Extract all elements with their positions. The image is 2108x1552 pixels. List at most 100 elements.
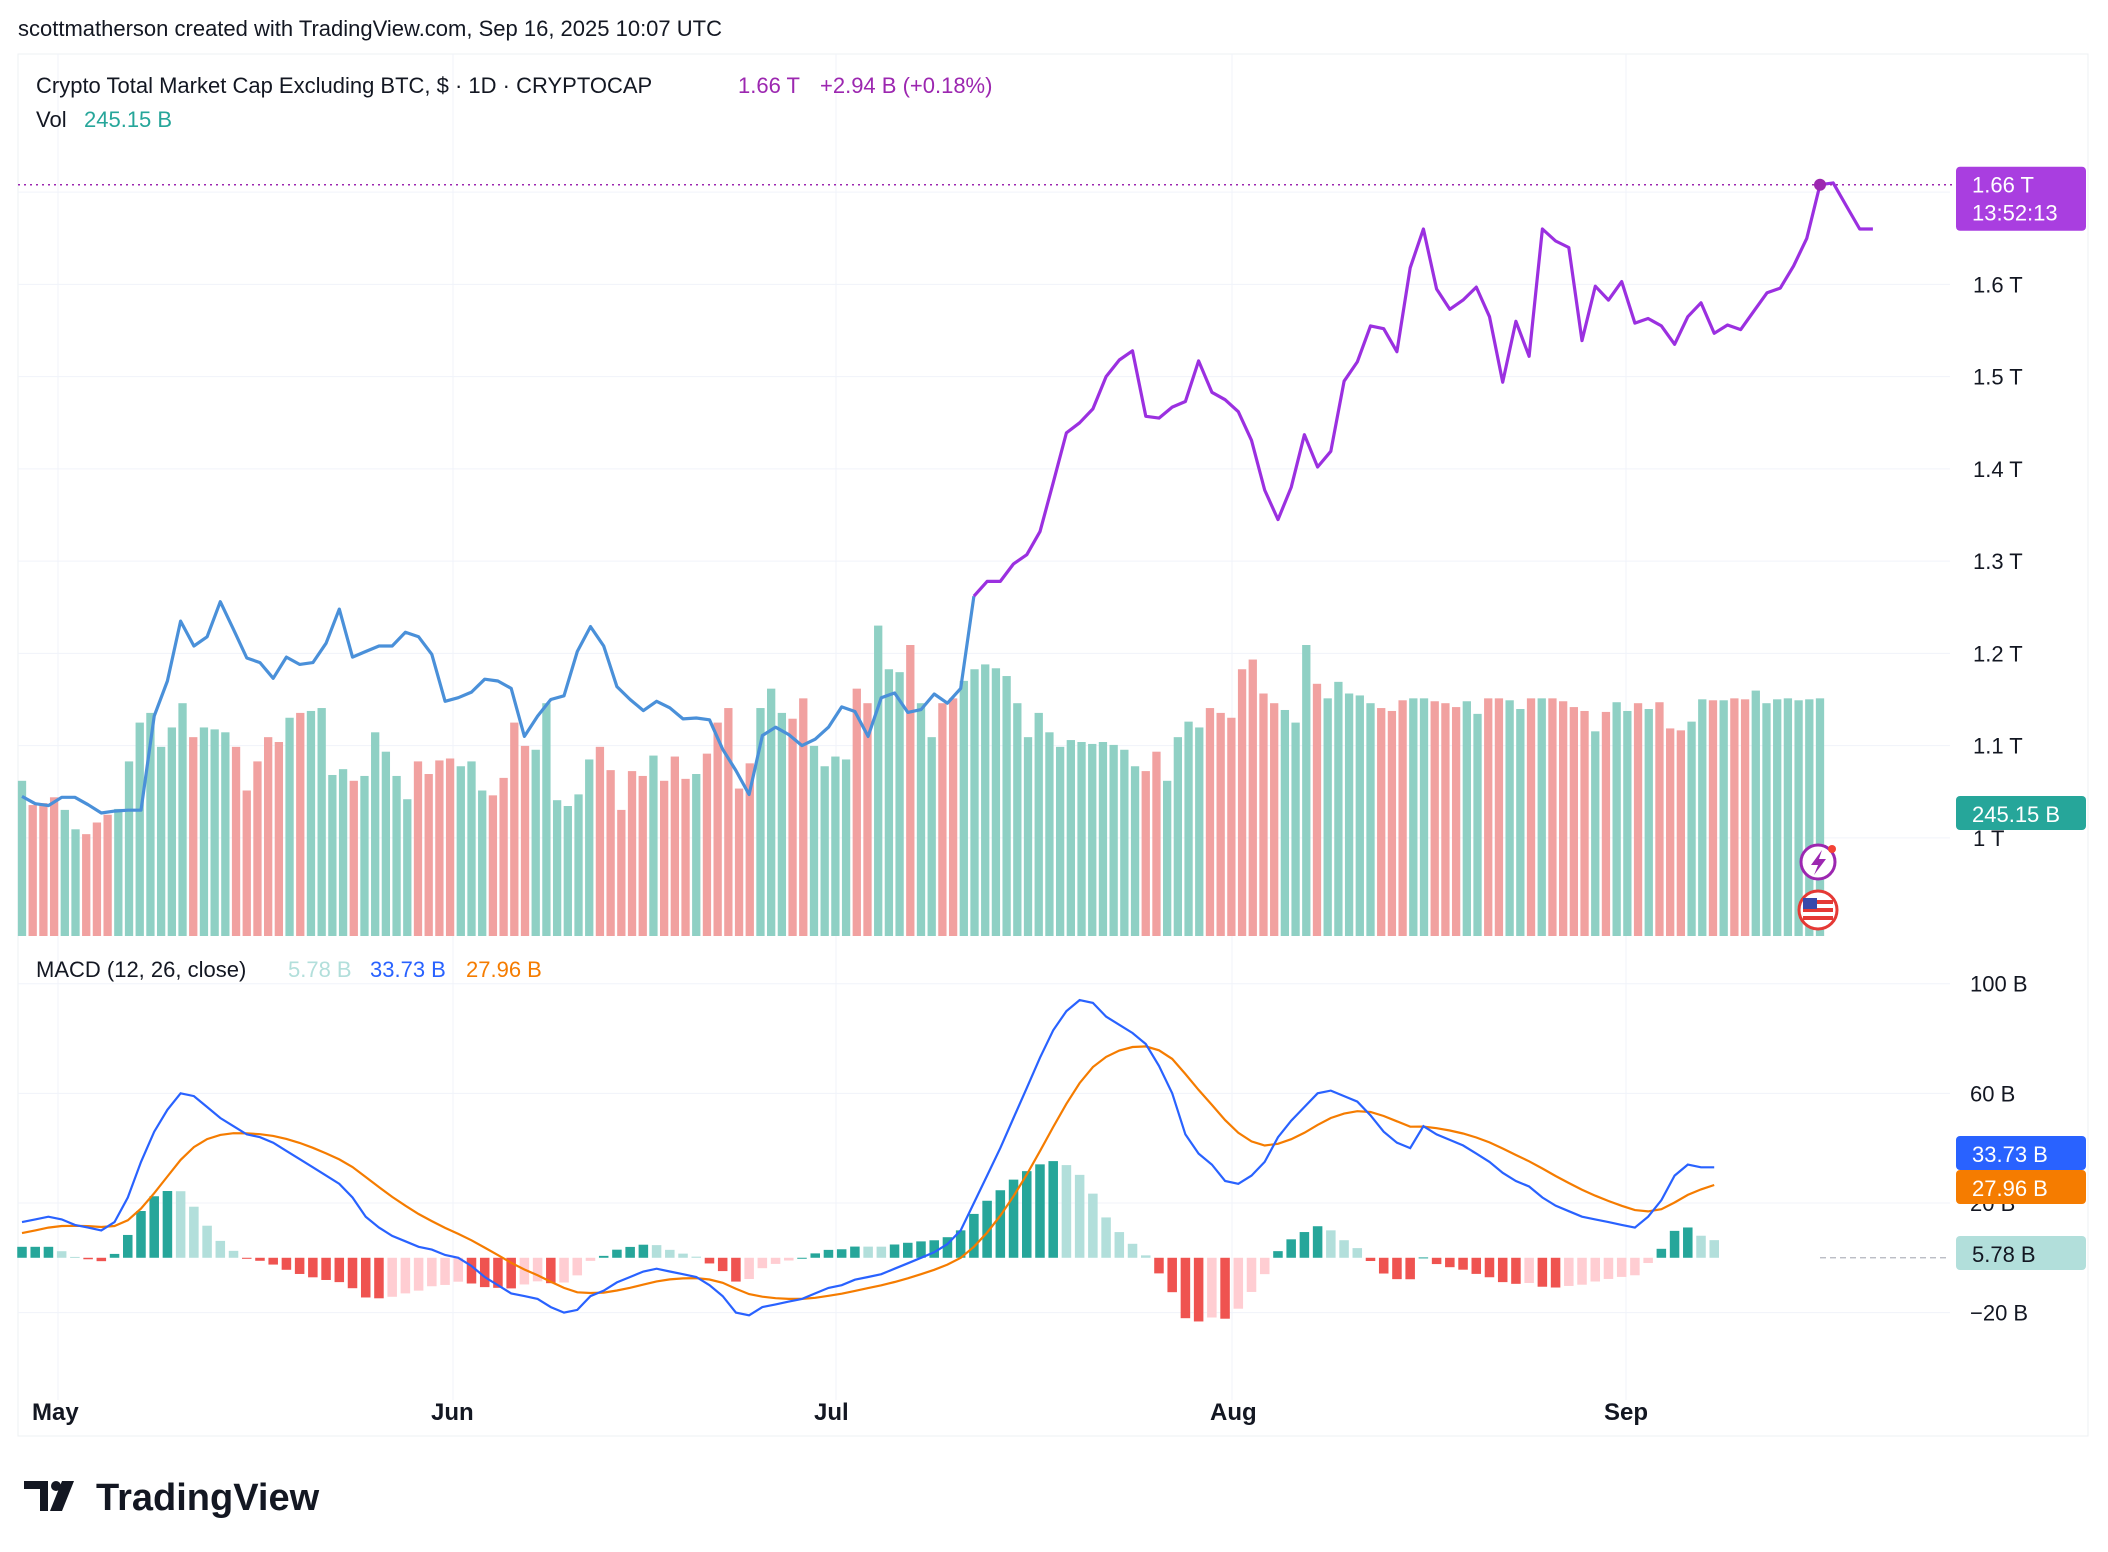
macd-hist-bar	[228, 1250, 239, 1258]
lightning-icon[interactable]	[1799, 843, 1837, 881]
macd-hist-bar	[506, 1257, 516, 1289]
legend-change: +2.94 B (+0.18%)	[820, 73, 992, 98]
macd-hist-bar	[413, 1257, 424, 1291]
macd-hist-bar	[863, 1246, 873, 1258]
x-tick-label: Jun	[431, 1399, 474, 1426]
macd-hist-bar	[784, 1257, 794, 1261]
macd-hist-bar	[479, 1257, 490, 1288]
volume-bar	[1152, 751, 1161, 936]
volume-bar	[692, 774, 701, 936]
macd-badge: 33.73 B	[1956, 1136, 2086, 1170]
macd-hist-bar	[400, 1257, 411, 1294]
macd-hist-bar	[797, 1257, 807, 1259]
volume-bar	[210, 729, 219, 936]
macd-hist-bar	[1550, 1257, 1561, 1288]
macd-hist-bar	[43, 1246, 54, 1258]
us-flag-icon[interactable]	[1797, 889, 1839, 931]
macd-hist-bar	[704, 1257, 715, 1264]
volume-bar	[702, 753, 712, 936]
volume-bar	[381, 751, 391, 936]
macd-hist-bar	[1140, 1255, 1151, 1258]
volume-bar	[1473, 713, 1482, 936]
volume-bar	[638, 775, 647, 936]
volume-bar	[852, 688, 861, 936]
price-badge-text: 13:52:13	[1972, 201, 2058, 226]
legend-vol-value: 245.15 B	[84, 107, 172, 132]
macd-hist-bar	[83, 1257, 93, 1260]
macd-lines	[21, 998, 1715, 1317]
price-badge-text: 1.66 T	[1972, 173, 2034, 198]
macd-hist-bar	[1008, 1179, 1019, 1258]
volume-bar	[1173, 737, 1183, 936]
macd-hist-bar	[625, 1246, 635, 1258]
macd-hist-bar	[440, 1257, 450, 1285]
macd-hist-bar	[519, 1257, 530, 1285]
macd-hist-bar	[493, 1257, 503, 1288]
volume-bar	[1569, 707, 1578, 936]
volume-bar	[1130, 766, 1140, 936]
macd-hist-bar	[1193, 1257, 1204, 1322]
volume-bar	[478, 790, 487, 936]
volume-bar	[959, 680, 968, 936]
volume-bar	[1045, 732, 1054, 936]
macd-hist-bar	[1246, 1257, 1257, 1292]
volume-bar	[103, 814, 112, 936]
volume-bar	[724, 708, 733, 936]
macd-hist-bar	[1088, 1193, 1098, 1258]
volume-bar	[60, 809, 69, 936]
price-badge-bg	[1956, 166, 2086, 231]
volume-bar	[841, 759, 851, 936]
volume-bar	[1580, 710, 1589, 936]
volume-bar	[1366, 703, 1375, 936]
x-tick-label: May	[32, 1399, 79, 1426]
macd-hist-bar	[1643, 1257, 1653, 1264]
volume-bar	[649, 755, 658, 936]
macd-hist-bar	[149, 1196, 159, 1258]
volume-bar	[467, 761, 476, 936]
volume-bar	[552, 800, 562, 936]
volume-bar	[1205, 708, 1215, 936]
volume-bar	[146, 712, 155, 936]
volume-bar	[424, 774, 433, 936]
macd-hist-bar	[612, 1249, 622, 1258]
macd-hist-bar	[241, 1257, 252, 1259]
volume-bar	[1441, 703, 1450, 936]
volume-bar	[1623, 710, 1632, 936]
volume-bar	[809, 745, 819, 936]
signal-line	[21, 1045, 1715, 1300]
volume-bar	[1398, 700, 1407, 936]
macd-hist-bar	[136, 1211, 146, 1258]
macd-hist-bar	[1127, 1243, 1138, 1258]
volume-bar	[1259, 693, 1268, 936]
macd-hist-bar	[665, 1249, 675, 1258]
volume-bar	[1591, 731, 1600, 936]
volume-bar	[156, 746, 166, 936]
macd-hist-bar	[1233, 1257, 1244, 1309]
macd-hist-bar	[1035, 1164, 1045, 1258]
volume-bar	[1344, 693, 1354, 936]
volume-bar	[510, 722, 519, 936]
price-tick-label: 1 T	[1973, 826, 2004, 851]
volume-bar	[734, 788, 744, 936]
x-tick-label: Jul	[814, 1399, 849, 1426]
macd-hist-bar	[717, 1257, 728, 1272]
volume-bar	[1751, 690, 1760, 936]
macd-hist-bar	[955, 1230, 966, 1258]
volume-bar	[488, 795, 498, 936]
macd-hist-bar	[1484, 1257, 1495, 1278]
x-tick-label: Sep	[1604, 1399, 1648, 1426]
legend-symbol: Crypto Total Market Cap Excluding BTC, $…	[36, 73, 652, 98]
macd-hist-bar	[109, 1253, 120, 1258]
volume-bar	[1409, 698, 1418, 936]
volume-bar	[1034, 712, 1043, 936]
volume-bar	[178, 703, 187, 936]
macd-hist-bar	[532, 1257, 543, 1282]
volume-bars	[17, 625, 1825, 936]
volume-bar	[1419, 698, 1429, 936]
volume-bar	[39, 803, 48, 936]
macd-tick-label: −20 B	[1970, 1301, 2028, 1326]
macd-hist-bar	[585, 1257, 596, 1261]
macd-hist-bar	[638, 1244, 649, 1258]
volume-bar	[1805, 699, 1814, 936]
